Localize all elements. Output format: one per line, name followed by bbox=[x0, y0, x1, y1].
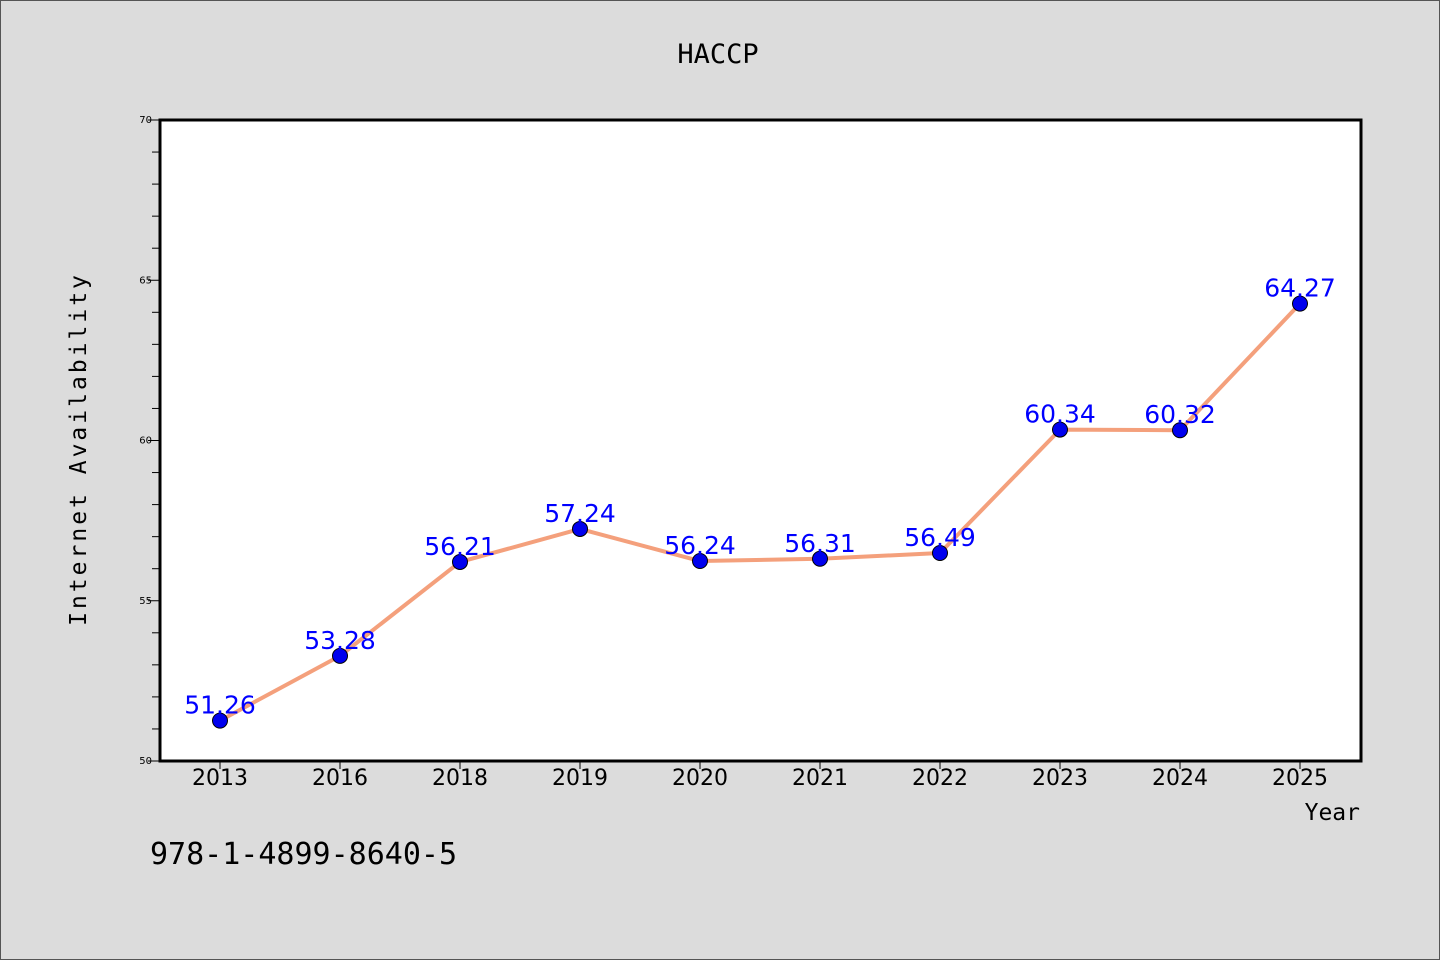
data-label: 51.26 bbox=[184, 691, 256, 720]
data-label: 56.21 bbox=[424, 532, 496, 561]
data-label: 56.24 bbox=[664, 531, 736, 560]
plot-area bbox=[158, 118, 1363, 763]
x-tick-label: 2016 bbox=[312, 766, 368, 791]
x-tick-label: 2021 bbox=[792, 766, 848, 791]
data-label: 56.49 bbox=[904, 523, 976, 552]
data-label: 57.24 bbox=[544, 499, 616, 528]
y-axis: 50 55 60 65 70 bbox=[139, 115, 160, 767]
x-tick-label: 2019 bbox=[552, 766, 608, 791]
y-tick-label: 50 bbox=[139, 756, 152, 767]
y-axis-label: Internet Availability bbox=[66, 272, 92, 626]
x-tick-label: 2023 bbox=[1032, 766, 1088, 791]
y-tick-label: 65 bbox=[139, 275, 152, 286]
x-tick-label: 2013 bbox=[192, 766, 248, 791]
x-tick-label: 2018 bbox=[432, 766, 488, 791]
series-line bbox=[219, 302, 1302, 723]
data-point bbox=[452, 553, 468, 570]
x-tick-label: 2024 bbox=[1152, 766, 1208, 791]
data-point bbox=[212, 712, 228, 729]
x-tick-label: 2022 bbox=[912, 766, 968, 791]
chart-title: HACCP bbox=[677, 39, 758, 70]
data-point bbox=[572, 520, 588, 537]
x-tick-label: 2025 bbox=[1272, 766, 1328, 791]
data-point bbox=[1172, 422, 1188, 439]
data-label: 60.32 bbox=[1144, 400, 1216, 429]
y-tick-label: 60 bbox=[139, 436, 152, 447]
data-label: 64.27 bbox=[1264, 274, 1336, 303]
data-label: 60.34 bbox=[1024, 400, 1096, 429]
data-series: 51.26 53.28 56.21 57.24 56.24 56.31 56.49 60.34… bbox=[184, 274, 1336, 729]
data-point bbox=[1292, 295, 1308, 312]
y-tick-label: 55 bbox=[139, 596, 152, 607]
x-axis-label: Year bbox=[1305, 800, 1360, 826]
footer-isbn: 978-1-4899-8640-5 bbox=[150, 837, 457, 872]
data-label: 56.31 bbox=[784, 529, 856, 558]
data-point bbox=[1052, 421, 1068, 438]
data-point bbox=[812, 550, 828, 567]
data-label: 53.28 bbox=[304, 626, 376, 655]
data-point bbox=[332, 647, 348, 664]
data-point bbox=[692, 553, 708, 570]
x-axis: 2013 2016 2018 2019 2020 2021 2022 2023 2024 2025 bbox=[192, 761, 1328, 791]
y-tick-label: 70 bbox=[139, 115, 152, 126]
data-point bbox=[932, 544, 948, 561]
x-tick-label: 2020 bbox=[672, 766, 728, 791]
